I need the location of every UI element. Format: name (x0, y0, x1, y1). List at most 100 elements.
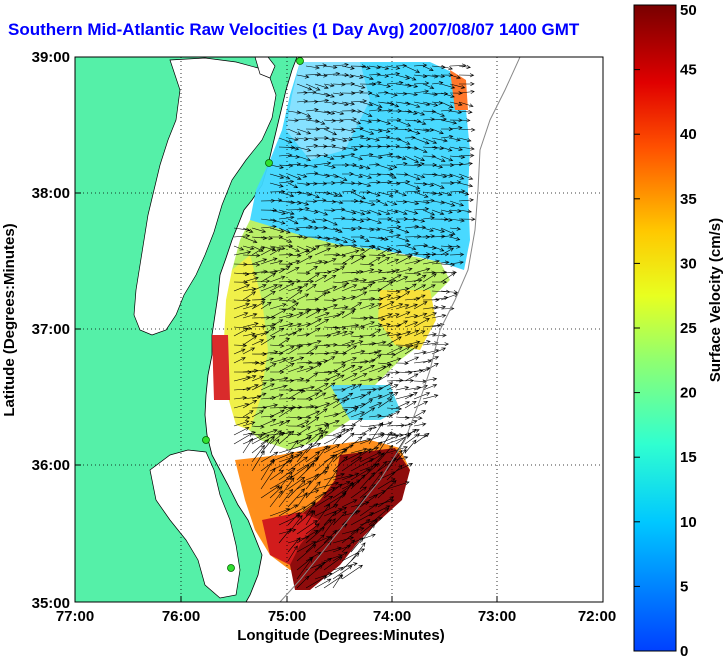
velocity-arrow (260, 460, 276, 472)
velocity-arrow (305, 245, 320, 256)
velocity-arrow (305, 527, 325, 544)
velocity-arrow (278, 209, 295, 216)
velocity-arrow (359, 90, 373, 95)
velocity-arrow (314, 289, 331, 294)
velocity-arrow (368, 144, 382, 149)
velocity-arrow (422, 117, 435, 122)
velocity-arrow (350, 447, 368, 454)
velocity-arrow (413, 81, 430, 86)
velocity-arrow (368, 471, 383, 490)
velocity-arrow (323, 137, 336, 142)
velocity-arrow (377, 480, 397, 499)
velocity-arrow (377, 352, 397, 357)
x-axis-label: Longitude (Degrees:Minutes) (237, 627, 445, 644)
velocity-arrow (449, 260, 464, 265)
velocity-arrow (278, 356, 295, 364)
velocity-arrow (332, 92, 344, 96)
velocity-arrow (413, 146, 428, 153)
velocity-arrow (341, 91, 356, 96)
velocity-arrow (350, 468, 371, 481)
velocity-arrow (458, 73, 475, 78)
velocity-arrow (359, 152, 374, 157)
velocity-arrow (341, 529, 359, 544)
velocity-arrow (368, 394, 383, 400)
velocity-arrow (413, 410, 427, 418)
velocity-arrow (278, 215, 295, 220)
velocity-arrow (422, 377, 438, 382)
velocity-arrow (350, 173, 364, 179)
velocity-arrow (368, 349, 382, 355)
velocity-arrow (395, 361, 409, 366)
velocity-arrow (341, 451, 363, 463)
velocity-arrow (368, 236, 386, 241)
velocity-arrow (413, 284, 427, 292)
velocity-arrow (242, 421, 256, 427)
velocity-arrow (440, 65, 453, 71)
velocity-arrow (431, 260, 450, 265)
velocity-arrow (314, 247, 332, 256)
velocity-arrow (332, 374, 345, 382)
velocity-arrow (422, 252, 437, 257)
velocity-arrow (431, 305, 446, 310)
velocity-arrow (377, 313, 393, 319)
velocity-arrow (395, 74, 411, 80)
velocity-arrow (260, 290, 276, 301)
lon-tick-label: 72:00 (578, 608, 616, 625)
velocity-arrow (404, 234, 422, 239)
velocity-arrow (296, 360, 313, 365)
velocity-arrow (287, 245, 300, 252)
velocity-arrow (233, 387, 252, 392)
velocity-region-coast-red (212, 335, 230, 400)
velocity-arrow (386, 101, 400, 108)
velocity-arrow (332, 200, 344, 205)
velocity-arrow (242, 335, 258, 346)
velocity-arrow (296, 155, 312, 162)
radar-station-marker (265, 159, 273, 167)
lon-tick-label: 73:00 (478, 608, 516, 625)
velocity-arrow (278, 236, 293, 243)
velocity-arrow (449, 101, 463, 107)
velocity-arrow (413, 350, 427, 355)
velocity-arrow (386, 384, 399, 391)
velocity-arrow (386, 189, 399, 194)
land-mass (75, 57, 298, 602)
velocity-arrow (287, 377, 305, 382)
velocity-arrow (413, 312, 428, 319)
velocity-arrow (404, 340, 421, 346)
velocity-arrow (341, 152, 356, 157)
velocity-arrow (350, 302, 363, 310)
velocity-arrow (368, 253, 387, 258)
velocity-arrow (413, 137, 430, 145)
velocity-arrow (287, 365, 305, 373)
velocity-arrow (287, 537, 301, 553)
velocity-arrow (251, 392, 267, 400)
velocity-arrow (359, 472, 375, 490)
velocity-arrow (404, 345, 419, 355)
velocity-arrow (260, 383, 275, 391)
velocity-arrow (440, 209, 453, 214)
velocity-arrow (359, 494, 378, 508)
velocity-arrow (395, 463, 414, 472)
velocity-arrow (233, 370, 253, 375)
velocity-arrow (386, 323, 402, 328)
velocity-arrow (323, 325, 340, 330)
velocity-arrow (378, 217, 392, 222)
velocity-arrow (422, 127, 435, 132)
velocity-arrow (458, 198, 474, 203)
velocity-arrow (440, 108, 453, 113)
velocity-arrow (323, 330, 341, 337)
velocity-arrow (269, 376, 289, 382)
velocity-arrow (332, 266, 346, 274)
velocity-arrow (458, 118, 471, 123)
velocity-arrow (341, 198, 359, 203)
velocity-arrow (305, 245, 317, 251)
velocity-arrow (323, 453, 338, 472)
velocity-arrow (323, 83, 335, 88)
velocity-arrow (314, 144, 328, 149)
velocity-arrow (305, 410, 321, 418)
velocity-arrow (269, 327, 285, 337)
velocity-arrow (323, 244, 340, 249)
velocity-arrow (404, 200, 420, 206)
velocity-arrow (269, 420, 285, 427)
velocity-arrow (368, 340, 387, 346)
